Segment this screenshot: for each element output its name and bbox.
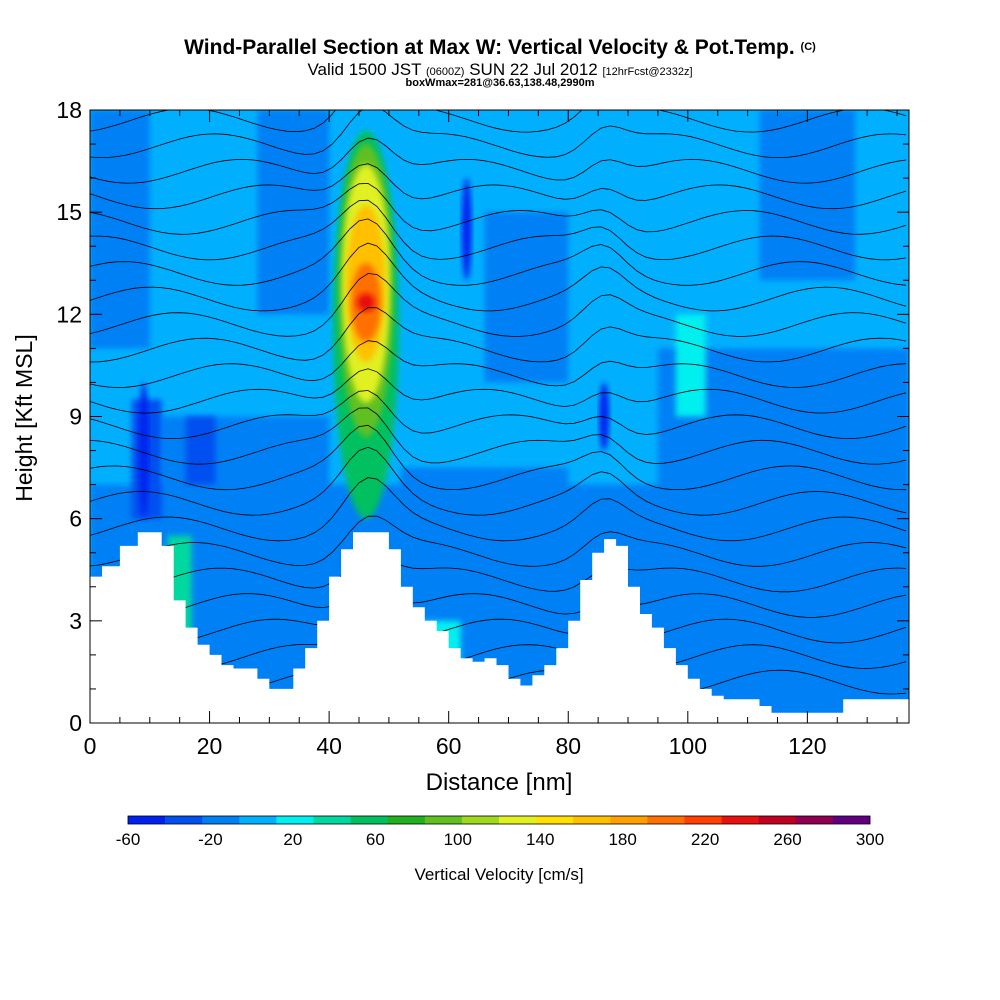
colorbar-swatch <box>461 816 500 824</box>
isentrope-line <box>90 515 907 567</box>
colorbar-tick-label: 220 <box>691 830 719 849</box>
colorbar-tick-label: 180 <box>608 830 636 849</box>
isentrope-line <box>90 273 907 337</box>
y-tick-label: 9 <box>69 404 82 430</box>
velocity-band <box>759 110 856 281</box>
downdraft-streak <box>138 382 149 519</box>
isentrope-line <box>90 555 907 593</box>
chart-title: Wind-Parallel Section at Max W: Vertical… <box>0 36 1000 60</box>
isentrope-line <box>90 477 907 542</box>
isentrope-line <box>90 307 907 363</box>
terrain-mask <box>90 532 909 723</box>
x-tick-label: 0 <box>84 733 97 759</box>
colorbar-tick-label: -20 <box>198 830 223 849</box>
colorbar-swatch <box>202 816 240 824</box>
isentrope-line <box>90 137 907 184</box>
isentrope-line <box>90 340 907 388</box>
y-tick-label: 6 <box>69 506 82 532</box>
colorbar-swatch <box>795 816 834 824</box>
isentrope-line <box>90 618 907 644</box>
velocity-field <box>90 110 909 723</box>
y-tick-label: 12 <box>56 301 82 327</box>
velocity-band <box>185 416 216 485</box>
y-tick-label: 3 <box>69 608 82 634</box>
isentrope-line <box>90 199 907 261</box>
y-tick-label: 0 <box>69 710 82 736</box>
valid-date: SUN 22 Jul 2012 <box>469 60 598 79</box>
chart-title-text: Wind-Parallel Section at Max W: Vertical… <box>184 36 795 59</box>
terrain-profile <box>90 532 909 723</box>
x-tick-label: 100 <box>669 733 707 759</box>
isentrope-line <box>90 591 907 618</box>
forecast-info: [12hrFcst@2332z] <box>602 66 693 78</box>
y-tick-label: 18 <box>56 97 82 123</box>
x-tick-label: 80 <box>555 733 581 759</box>
colorbar-tick-label: 100 <box>444 830 472 849</box>
isentrope-line <box>90 390 907 440</box>
valid-time-line: Valid 1500 JST (0600Z) SUN 22 Jul 2012 [… <box>0 60 1000 80</box>
velocity-band <box>257 110 330 315</box>
isentrope-line <box>90 182 907 235</box>
isentrope-line <box>90 407 907 465</box>
colorbar-swatch <box>647 816 685 824</box>
downdraft-streak <box>599 382 610 451</box>
isentrope-line <box>90 642 907 669</box>
copyright-mark: (C) <box>800 41 816 53</box>
colorbar-swatch <box>758 816 797 824</box>
colorbar-tick-label: 260 <box>773 830 801 849</box>
colorbar-frame <box>127 815 871 825</box>
colorbar-swatch <box>313 816 351 824</box>
downdraft-streak <box>461 178 472 281</box>
utc-time: (0600Z) <box>425 66 465 78</box>
colorbar-tick-label: -60 <box>116 830 141 849</box>
colorbar-tick-label: 60 <box>366 830 385 849</box>
colorbar-label: Vertical Velocity [cm/s] <box>414 865 583 884</box>
isentrope-line <box>90 110 907 159</box>
colorbar-swatch <box>832 816 871 824</box>
colorbar-swatch <box>573 816 611 824</box>
velocity-band <box>90 110 150 349</box>
colorbar-swatch <box>610 816 648 824</box>
isentrope-line <box>90 242 907 312</box>
isentrope-line <box>90 218 907 286</box>
y-tick-label: 15 <box>56 199 82 225</box>
isentrope-line <box>90 424 907 491</box>
colorbar-swatch <box>424 816 463 824</box>
colorbar-swatch <box>684 816 722 824</box>
axes: 0 20 40 60 80 100 120 0 3 6 9 12 15 18 <box>56 97 910 759</box>
colorbar-swatch <box>499 816 537 824</box>
colorbar: -60 -20 20 60 100 140 180 220 260 300 <box>116 815 884 849</box>
x-tick-label: 20 <box>197 733 223 759</box>
valid-time: Valid 1500 JST <box>307 60 422 79</box>
colorbar-tick-label: 140 <box>526 830 554 849</box>
box-max-info: boxWmax=281@36.63,138.48,2990m <box>405 77 595 89</box>
x-tick-label: 120 <box>788 733 826 759</box>
isentrope-line <box>90 446 907 516</box>
isentrope-line <box>90 163 907 210</box>
isentrope-line <box>90 110 907 133</box>
colorbar-swatch <box>721 816 759 824</box>
updraft-core-level <box>357 293 375 312</box>
colorbar-swatch <box>239 816 277 824</box>
x-axis-label: Distance [nm] <box>426 769 573 796</box>
isentrope-line <box>90 368 907 414</box>
colorbar-swatch <box>536 816 574 824</box>
x-tick-label: 40 <box>316 733 342 759</box>
colorbar-swatch <box>350 816 388 824</box>
colorbar-swatch <box>165 816 203 824</box>
colorbar-swatch <box>387 816 426 824</box>
colorbar-tick-label: 300 <box>856 830 884 849</box>
y-axis-label: Height [Kft MSL] <box>11 334 37 501</box>
x-tick-label: 60 <box>436 733 462 759</box>
colorbar-swatch <box>128 816 166 824</box>
colorbar-tick-label: 20 <box>283 830 302 849</box>
colorbar-swatch <box>276 816 314 824</box>
